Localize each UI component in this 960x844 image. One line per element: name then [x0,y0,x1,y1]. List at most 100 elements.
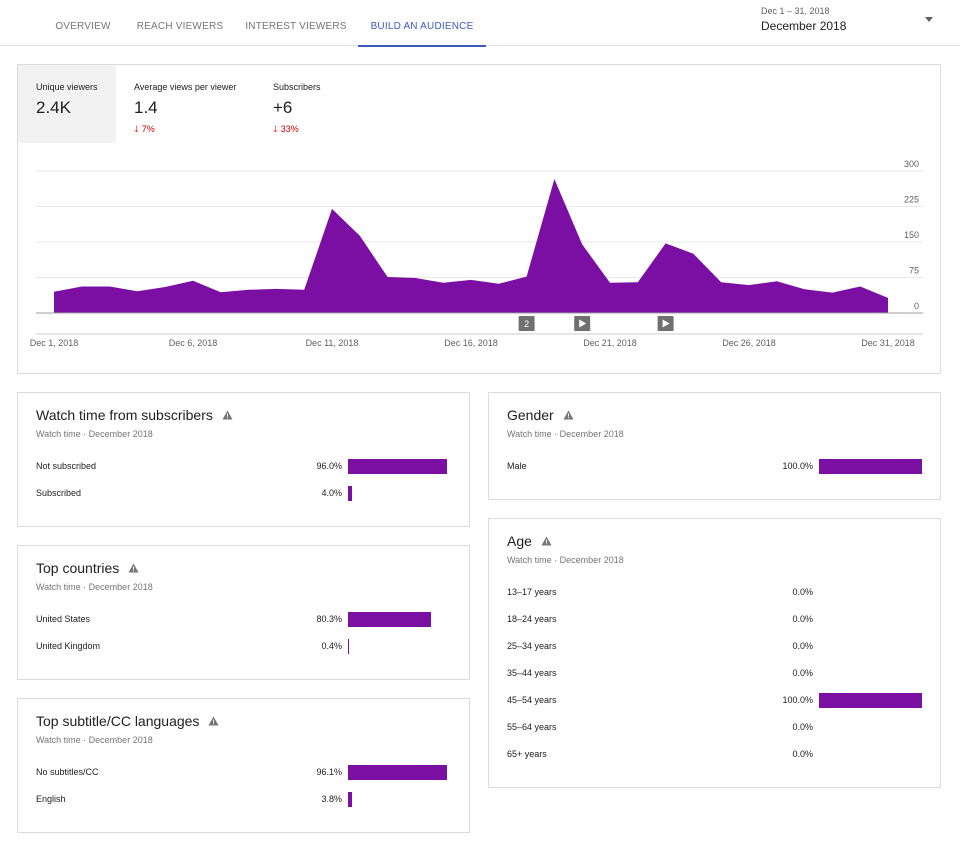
warning-icon[interactable] [222,410,233,420]
x-tick-label: Dec 6, 2018 [169,338,218,348]
row-bar [348,459,447,474]
data-row[interactable]: 65+ years 0.0% [489,747,940,763]
annotation-count-marker[interactable]: 2 [518,316,535,331]
row-value: 100.0% [782,461,813,471]
date-range-text: Dec 1 – 31, 2018 [761,6,830,16]
metric-unique-viewers[interactable]: Unique viewers 2.4K [18,65,116,143]
card-subtitle: Watch time · December 2018 [36,429,153,439]
row-bar [819,693,922,708]
row-bar [348,612,431,627]
metric-label: Average views per viewer [134,82,237,92]
row-value: 0.0% [792,749,813,759]
subtitle-languages-card: Top subtitle/CC languages Watch time · D… [17,698,470,833]
row-label: 45–54 years [507,695,557,705]
card-title-text: Gender [507,407,554,423]
watch-time-subscribers-card: Watch time from subscribers Watch time ·… [17,392,470,527]
metric-label: Subscribers [273,82,321,92]
data-row[interactable]: 55–64 years 0.0% [489,720,940,736]
card-title: Watch time from subscribers [36,407,233,423]
row-bar [819,459,922,474]
tab-overview[interactable]: OVERVIEW [55,21,111,32]
metric-delta: 🡓 7% [134,122,254,138]
y-tick-label: 300 [904,159,919,169]
row-label: No subtitles/CC [36,767,99,777]
x-tick-label: Dec 21, 2018 [583,338,637,348]
x-tick-label: Dec 31, 2018 [861,338,915,348]
data-row[interactable]: United States 80.3% [18,612,469,628]
dropdown-arrow-icon[interactable] [925,17,933,22]
row-label: 18–24 years [507,614,557,624]
card-title-text: Top countries [36,560,120,576]
play-icon [662,319,670,328]
data-row[interactable]: Not subscribed 96.0% [18,459,469,475]
date-range-label: December 2018 [761,19,847,33]
metric-value: 1.4 [134,98,158,117]
x-tick-label: Dec 11, 2018 [306,338,359,348]
metric-average-views[interactable]: Average views per viewer 1.4 🡓 7% [116,65,254,143]
annotation-video-marker[interactable] [657,316,674,331]
card-title-text: Top subtitle/CC languages [36,713,200,729]
y-tick-label: 225 [904,195,919,205]
tab-reach-viewers[interactable]: REACH VIEWERS [136,21,224,32]
row-value: 96.1% [316,767,342,777]
card-subtitle: Watch time · December 2018 [36,735,153,745]
warning-icon[interactable] [128,563,139,573]
metric-value: +6 [273,98,293,117]
down-arrow-icon: 🡓 [134,124,139,134]
data-row[interactable]: 25–34 years 0.0% [489,639,940,655]
data-row[interactable]: English 3.8% [18,792,469,808]
warning-icon[interactable] [541,536,552,546]
x-tick-label: Dec 26, 2018 [722,338,776,348]
row-label: English [36,794,66,804]
unique-viewers-card: Unique viewers 2.4K Average views per vi… [17,64,941,374]
card-title-text: Age [507,533,532,549]
data-row[interactable]: 45–54 years 100.0% [489,693,940,709]
data-row[interactable]: United Kingdom 0.4% [18,639,469,655]
area-series [54,179,888,313]
card-title: Age [507,533,552,549]
metric-label: Unique viewers [36,82,98,92]
x-tick-label: Dec 16, 2018 [444,338,498,348]
row-label: Subscribed [36,488,82,498]
y-tick-label: 75 [909,266,919,276]
card-subtitle: Watch time · December 2018 [507,429,624,439]
row-value: 0.0% [792,587,813,597]
row-label: United States [36,614,91,624]
annotation-video-marker[interactable] [574,316,591,331]
data-row[interactable]: No subtitles/CC 96.1% [18,765,469,781]
row-label: 25–34 years [507,641,557,651]
top-countries-card: Top countries Watch time · December 2018… [17,545,470,680]
metric-subscribers[interactable]: Subscribers +6 🡓 33% [255,65,375,143]
row-value: 96.0% [316,461,342,471]
row-bar [348,639,349,654]
gender-card: Gender Watch time · December 2018 Male 10… [488,392,941,500]
row-label: 35–44 years [507,668,557,678]
tab-build-an-audience-label: BUILD AN AUDIENCE [370,21,474,32]
warning-icon[interactable] [208,716,219,726]
row-value: 0.4% [321,641,342,651]
data-row[interactable]: Subscribed 4.0% [18,486,469,502]
tab-build-an-audience[interactable]: BUILD AN AUDIENCE [358,0,486,47]
play-icon [579,319,587,328]
x-tick-label: Dec 1, 2018 [30,338,79,348]
row-label: United Kingdom [36,641,101,651]
data-row[interactable]: Male 100.0% [489,459,940,475]
warning-icon[interactable] [563,410,574,420]
row-value: 0.0% [792,614,813,624]
row-value: 0.0% [792,722,813,732]
card-title: Top subtitle/CC languages [36,713,219,729]
tab-interest-viewers[interactable]: INTEREST VIEWERS [245,21,347,32]
row-value: 0.0% [792,641,813,651]
marker-box [518,316,535,331]
data-row[interactable]: 13–17 years 0.0% [489,585,940,601]
card-title-text: Watch time from subscribers [36,407,213,423]
metric-delta-value: 33% [280,124,299,134]
date-range-picker[interactable]: Dec 1 – 31, 2018 December 2018 [761,6,941,40]
row-value: 3.8% [321,794,342,804]
data-row[interactable]: 18–24 years 0.0% [489,612,940,628]
row-value: 80.3% [316,614,342,624]
data-row[interactable]: 35–44 years 0.0% [489,666,940,682]
card-subtitle: Watch time · December 2018 [507,555,624,565]
age-card: Age Watch time · December 2018 13–17 yea… [488,518,941,788]
row-label: 55–64 years [507,722,557,732]
